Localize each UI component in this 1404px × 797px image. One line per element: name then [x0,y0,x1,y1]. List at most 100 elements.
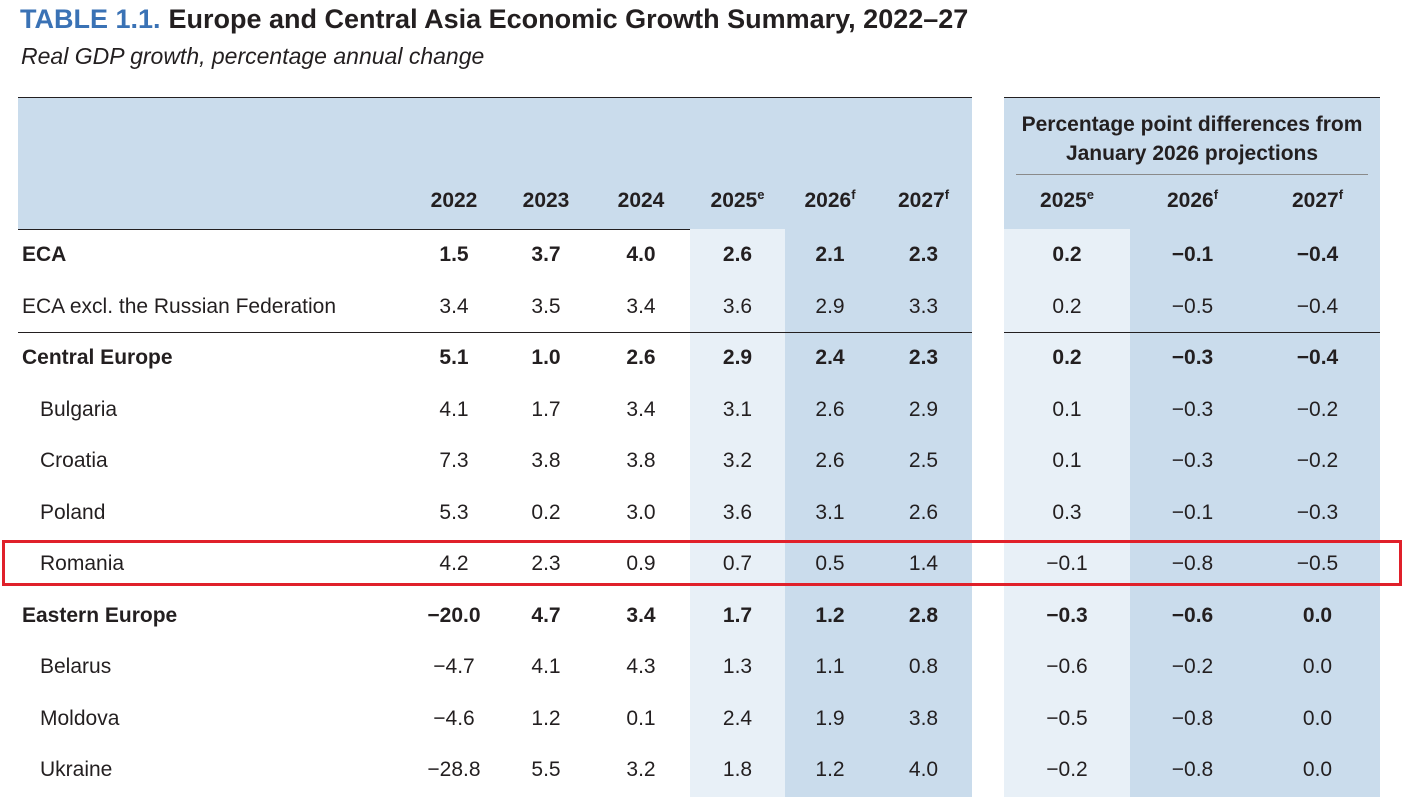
row-label: Central Europe [22,346,173,369]
diff-cell: 0.1 [1052,449,1082,472]
row-label: Ukraine [40,758,113,781]
value-cell: 2.4 [722,706,753,730]
differences-group-title: Percentage point differences from Januar… [1021,113,1363,165]
value-cell: 4.3 [626,655,656,678]
diff-cell: −0.5 [1046,706,1088,730]
row-separator [1004,332,1380,333]
value-cell: 2.3 [908,346,939,369]
diff-cell: 0.2 [1052,243,1082,266]
value-cell: 3.1 [722,397,753,421]
diff-cell: −0.8 [1171,706,1214,730]
value-cell: 0.9 [626,552,656,575]
value-cell: 2.6 [815,449,845,472]
diff-cell: −0.3 [1296,500,1339,524]
row-label: Moldova [40,706,120,730]
diff-cell: 0.0 [1302,758,1333,781]
value-cell: −28.8 [427,758,481,781]
table-subtitle: Real GDP growth, percentage annual chang… [21,43,485,69]
value-cell: 2.3 [531,552,561,575]
table-title: TABLE 1.1. Europe and Central Asia Econom… [20,4,968,35]
diff-cell: 0.0 [1302,655,1333,678]
value-cell: 3.6 [722,294,753,318]
value-cell: 3.6 [722,500,753,524]
column-header-2026: 2026f [1130,186,1255,216]
value-cell: 2.9 [815,294,845,318]
diff-cell: −0.8 [1171,552,1214,575]
column-year: 2023 [522,189,570,212]
column-year: 2024 [617,189,665,212]
value-cell: 1.7 [722,603,753,627]
diff-cell: −0.6 [1171,603,1214,627]
value-cell: 4.2 [439,552,469,575]
shade-2025 [690,229,785,797]
value-cell: 1.2 [815,758,845,781]
diff-cell: −0.1 [1171,500,1214,524]
value-cell: 3.3 [908,294,939,318]
column-header-2022: 2022 [408,186,500,216]
column-year: 2025 [710,189,758,212]
value-cell: −20.0 [427,603,481,627]
row-label: ECA excl. the Russian Federation [22,294,336,318]
diff-cell: −0.2 [1296,449,1339,472]
romania-highlight-box [2,540,1402,586]
diff-cell: −0.2 [1171,655,1214,678]
value-cell: 3.4 [626,397,656,421]
column-header-2024: 2024 [592,186,690,216]
column-superscript: f [851,187,856,202]
value-cell: 1.1 [815,655,845,678]
value-cell: 3.5 [531,294,561,318]
value-cell: 2.6 [722,243,753,266]
value-cell: 1.9 [815,706,845,730]
value-cell: 3.7 [531,243,561,266]
column-superscript: e [757,187,765,202]
diff-cell: −0.1 [1046,552,1088,575]
row-label: Romania [40,552,125,575]
diff-cell: −0.3 [1171,346,1214,369]
value-cell: 0.5 [815,552,845,575]
value-cell: 5.1 [439,346,469,369]
value-cell: 3.8 [531,449,561,472]
value-cell: 1.0 [531,346,561,369]
value-cell: 2.3 [908,243,939,266]
diff-cell: −0.2 [1296,397,1339,421]
value-cell: 2.5 [908,449,939,472]
diff-cell: −0.2 [1046,758,1088,781]
row-separator [18,332,972,333]
column-superscript: f [1213,187,1219,202]
value-cell: 3.4 [439,294,469,318]
value-cell: 1.8 [722,758,753,781]
diff-cell: −0.4 [1296,243,1339,266]
column-year: 2022 [430,189,478,212]
shade-2026-2027 [785,229,972,797]
diff-cell: −0.3 [1046,603,1088,627]
diff-cell: 0.2 [1052,294,1082,318]
value-cell: 5.3 [439,500,469,524]
value-cell: 1.5 [439,243,469,266]
value-cell: 4.7 [531,603,561,627]
differences-table: Percentage point differences from Januar… [1004,97,1380,797]
value-cell: 1.3 [722,655,753,678]
value-cell: 3.4 [626,294,656,318]
column-header-2026: 2026f [785,186,875,216]
value-cell: 1.7 [531,397,561,421]
value-cell: 7.3 [439,449,469,472]
diff-cell: 0.0 [1302,706,1333,730]
value-cell: 0.7 [722,552,753,575]
value-cell: 2.9 [908,397,939,421]
diff-cell: −0.6 [1046,655,1088,678]
value-cell: 5.5 [531,758,561,781]
row-label: Croatia [40,449,108,472]
diff-cell: −0.8 [1171,758,1214,781]
value-cell: 2.4 [815,346,845,369]
diff-cell: 0.3 [1052,500,1082,524]
table-number: TABLE 1.1. [20,4,161,34]
shade-diff-2026-2027 [1130,229,1380,797]
row-label: Poland [40,500,106,524]
value-cell: −4.7 [433,655,475,678]
value-cell: 2.1 [815,243,845,266]
row-label: Bulgaria [40,397,118,421]
column-superscript: f [1338,187,1344,202]
diff-cell: 0.1 [1052,397,1082,421]
diff-cell: −0.5 [1171,294,1214,318]
value-cell: 3.2 [626,758,656,781]
